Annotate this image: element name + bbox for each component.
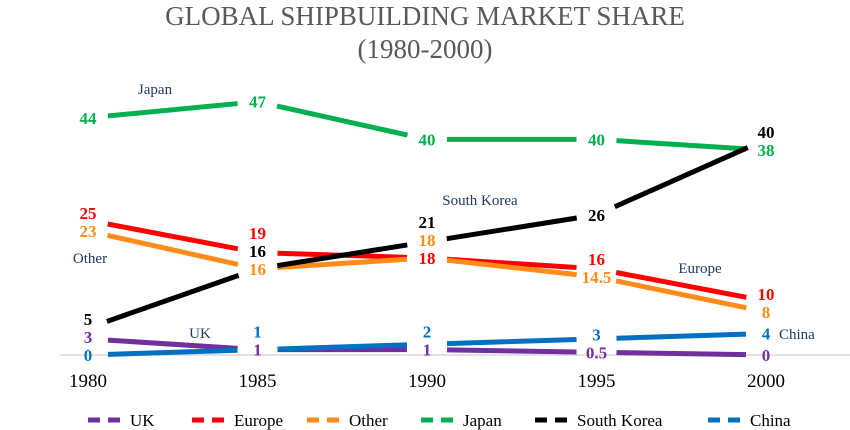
series-line-japan (276, 103, 409, 138)
data-label: 40 (758, 123, 775, 142)
data-label: 44 (80, 109, 98, 128)
data-label: 40 (419, 130, 436, 149)
annotation-label: Other (73, 251, 107, 267)
series-line-south-korea (613, 145, 749, 210)
annotation-label: China (779, 327, 815, 343)
series-line-south-korea (276, 242, 408, 269)
data-label: 16 (249, 260, 266, 279)
legend-label: China (750, 411, 791, 430)
data-label: 8 (762, 303, 771, 322)
data-label: 40 (588, 130, 605, 149)
data-label: 16 (588, 250, 605, 269)
series-line-china (277, 342, 408, 352)
series-line-uk (446, 347, 577, 355)
data-label: 0 (84, 346, 93, 365)
data-label: 18 (419, 231, 436, 250)
x-tick-label: 1990 (408, 371, 446, 392)
data-label: 5 (84, 310, 93, 329)
series-line-china (107, 347, 238, 357)
data-label: 47 (249, 93, 267, 112)
data-label: 0.5 (586, 343, 607, 362)
chart-subtitle: (1980-2000) (358, 34, 493, 64)
annotation-label: South Korea (442, 193, 518, 209)
data-label: 26 (588, 206, 605, 225)
series-line-europe (107, 221, 239, 252)
data-label: 3 (592, 325, 601, 344)
x-tick-label: 1980 (69, 371, 107, 392)
data-label: 18 (419, 249, 436, 268)
data-label: 1 (253, 341, 262, 360)
series-line-uk (107, 337, 238, 351)
data-label: 10 (758, 285, 775, 304)
data-label: 23 (80, 222, 97, 241)
data-label: 1 (423, 341, 432, 360)
legend-label: Japan (463, 411, 502, 430)
annotation-label: Japan (138, 82, 173, 98)
series-line-south-korea (106, 273, 240, 324)
data-label: 19 (249, 224, 266, 243)
series-line-other (446, 257, 577, 278)
data-label: 0 (762, 346, 771, 365)
data-label: 16 (249, 242, 266, 261)
series-line-south-korea (446, 215, 578, 242)
series-line-china (616, 331, 747, 341)
data-label: 38 (758, 141, 775, 160)
annotation-label: Europe (678, 261, 722, 277)
data-label: 2 (423, 323, 432, 342)
legend-label: Other (349, 411, 388, 430)
series-line-other (277, 256, 408, 270)
series-line-europe (615, 270, 747, 300)
series-line-uk (616, 350, 747, 358)
data-label: 25 (80, 204, 97, 223)
series-line-other (615, 278, 747, 311)
data-label: 14.5 (582, 268, 612, 287)
x-tick-label: 1995 (578, 371, 616, 392)
series-line-japan (616, 138, 747, 152)
x-tick-label: 2000 (747, 371, 785, 392)
series-line-china (446, 336, 577, 347)
x-tick-label: 1985 (239, 371, 277, 392)
data-label: 3 (84, 328, 93, 347)
data-label: 4 (762, 324, 771, 343)
data-label: 1 (253, 323, 262, 342)
series-line-other (106, 232, 239, 267)
legend-label: South Korea (577, 411, 663, 430)
series-line-japan (107, 101, 238, 119)
legend-label: Europe (234, 411, 283, 430)
legend-label: UK (130, 411, 155, 430)
data-label: 21 (419, 213, 436, 232)
annotation-label: UK (189, 326, 211, 342)
chart-title: GLOBAL SHIPBUILDING MARKET SHARE (165, 1, 685, 31)
